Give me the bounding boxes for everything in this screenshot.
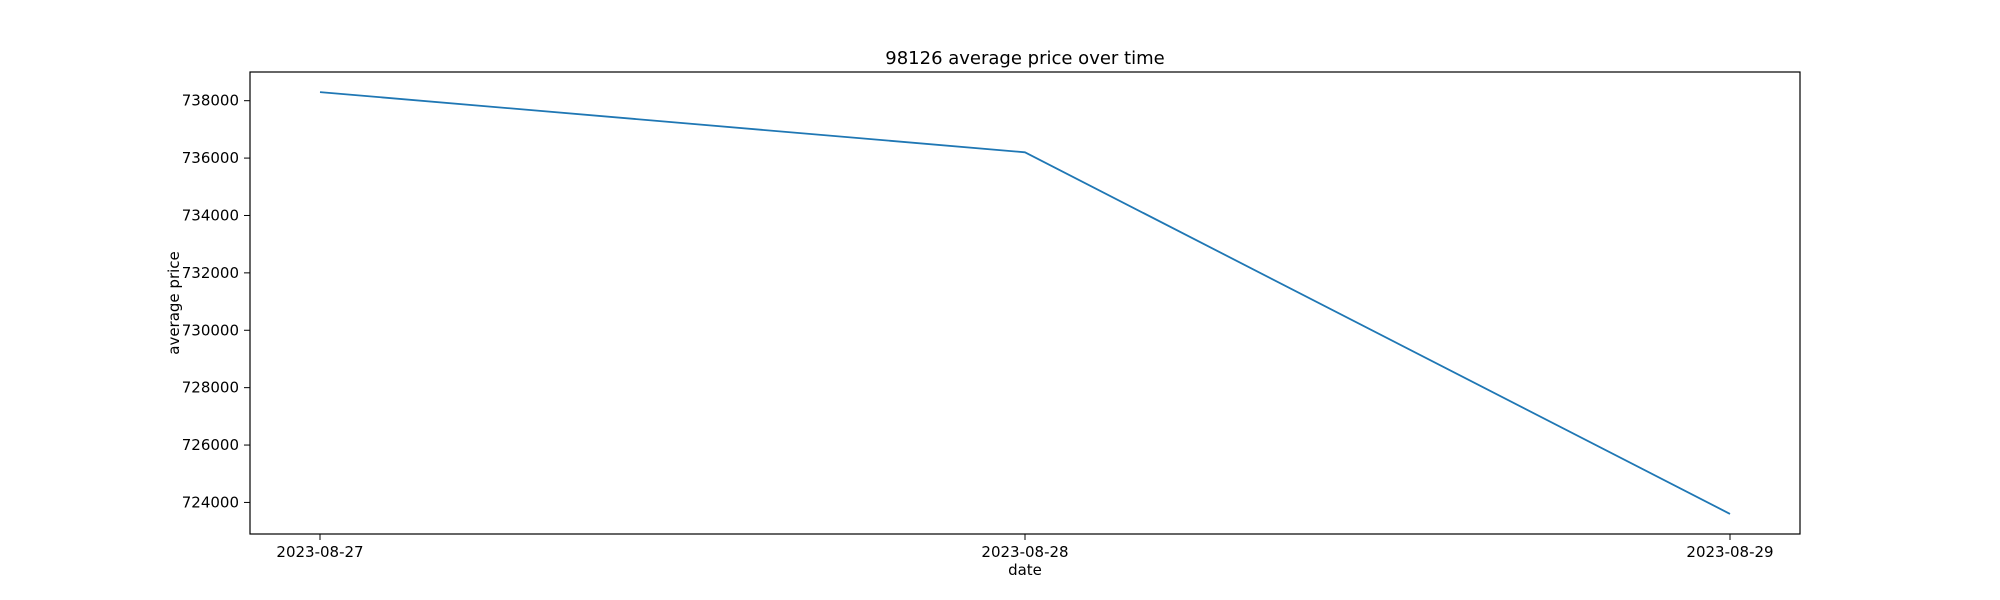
series-line-0 [319, 91, 1731, 515]
plot-area [249, 71, 1801, 535]
x-axis-label: date [1008, 561, 1042, 579]
y-axis: 724000 726000 728000 730000 732000 734000 7360… [182, 92, 250, 511]
y-tick-label: 732000 [182, 264, 239, 282]
y-axis-label: average price [165, 251, 183, 355]
x-axis: 2023-08-27 2023-08-28 2023-08-29 [276, 534, 1774, 561]
y-tick-label: 730000 [182, 321, 239, 339]
chart-title: 98126 average price over time [885, 48, 1164, 69]
y-tick-label: 726000 [182, 436, 239, 454]
x-tick-label: 2023-08-29 [1686, 543, 1773, 561]
series-layer [319, 91, 1731, 515]
y-tick-label: 724000 [182, 493, 239, 511]
y-tick-label: 728000 [182, 379, 239, 397]
y-tick-label: 734000 [182, 206, 239, 224]
x-tick-label: 2023-08-28 [981, 543, 1068, 561]
y-tick-label: 738000 [182, 92, 239, 110]
x-tick-label: 2023-08-27 [276, 543, 363, 561]
y-tick-label: 736000 [182, 149, 239, 167]
